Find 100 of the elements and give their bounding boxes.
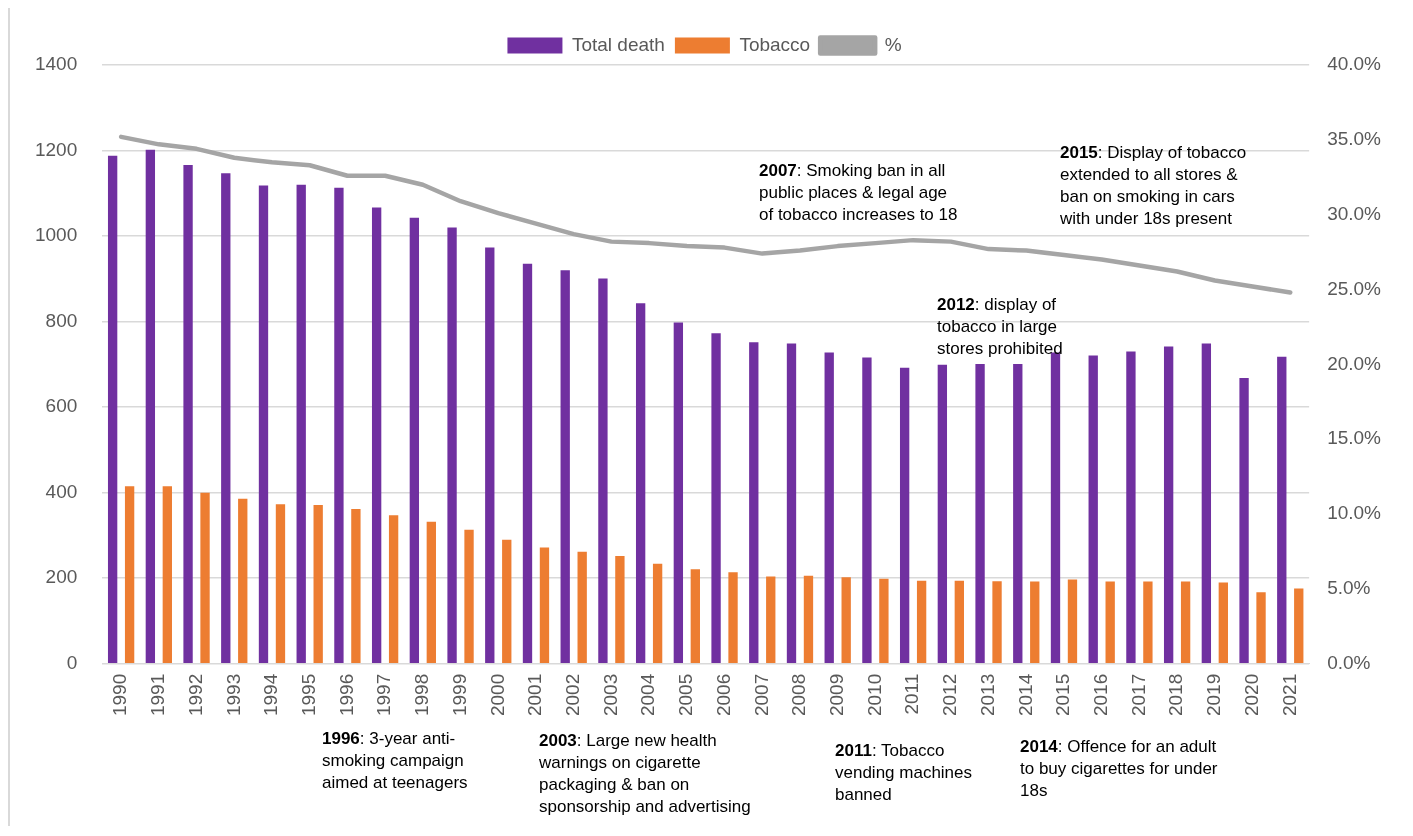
annotation: 2007: Smoking ban in all public places & legal age of tobacco increases to 18: [759, 161, 958, 224]
y-tick-label: 400: [45, 480, 78, 502]
bar: [766, 576, 776, 663]
bar: [1218, 582, 1228, 663]
bar: [502, 539, 512, 663]
bar: [1143, 581, 1153, 663]
x-tick-label: 1992: [184, 673, 206, 717]
y2-tick-label: 25.0%: [1327, 277, 1382, 299]
bar: [296, 184, 306, 663]
y2-tick-label: 5.0%: [1327, 577, 1371, 599]
text: 2003: Large new health warnings on cigarette packaging & ban on sponsorship and advertising: [539, 731, 751, 816]
bar: [351, 508, 361, 663]
bar: [598, 278, 608, 663]
y2-tick-label: 0.0%: [1327, 651, 1371, 673]
x-tick-label: 2011: [901, 673, 923, 715]
annotation: 2012: display of tobacco in large stores prohibited: [937, 295, 1063, 358]
bar: [560, 270, 570, 663]
bar: [673, 322, 684, 663]
bar: [975, 363, 985, 663]
x-tick-label: 2012: [939, 673, 961, 717]
y2-tick-label: 30.0%: [1327, 202, 1382, 224]
x-tick-label: 1999: [448, 673, 470, 717]
annotation: 2015: Display of tobacco extended to all stores & ban on smoking in cars with under 18s present: [1060, 143, 1247, 228]
bar: [388, 515, 399, 663]
bar: [1105, 581, 1115, 663]
bar: [824, 352, 834, 663]
x-tick-label: 2013: [976, 673, 998, 717]
x-tick-label: 1990: [109, 673, 131, 717]
bar: [334, 187, 344, 663]
bar: [749, 342, 759, 663]
bar: [879, 578, 889, 663]
bar: [313, 505, 323, 663]
x-tick-label: 2021: [1278, 673, 1300, 717]
bar: [711, 333, 721, 663]
x-tick-label: 2003: [599, 673, 621, 717]
x-tick-label: 2019: [1203, 673, 1225, 717]
bar: [1088, 355, 1098, 663]
bar: [862, 357, 872, 663]
bar: [992, 581, 1002, 663]
bar: [1239, 378, 1249, 663]
bar: [183, 165, 193, 663]
bar: [447, 227, 457, 663]
bar: [1201, 343, 1212, 663]
y-tick-label: 200: [45, 566, 78, 588]
x-tick-label: 1991: [147, 673, 169, 717]
y-tick-label: 1200: [34, 138, 78, 160]
x-tick-label: 2020: [1240, 673, 1262, 717]
x-tick-label: 1993: [222, 673, 244, 717]
bar: [426, 521, 436, 663]
bar: [916, 580, 927, 663]
x-tick-label: 2017: [1127, 673, 1149, 717]
legend-label: Total death: [571, 33, 665, 55]
bar: [803, 575, 814, 663]
bar: [652, 563, 663, 663]
bar: [615, 555, 625, 663]
bar: [690, 569, 700, 663]
bar: [577, 551, 587, 663]
x-tick-label: 2007: [750, 673, 772, 717]
bar: [1163, 346, 1174, 663]
x-tick-label: 2001: [524, 673, 546, 717]
x-tick-label: 2010: [863, 673, 885, 717]
x-tick-label: 2002: [561, 673, 583, 717]
text: 2014: Offence for an adult to buy cigarettes for under 18s: [1020, 737, 1218, 800]
x-tick-label: 2016: [1089, 673, 1111, 717]
bar: [841, 577, 851, 663]
y-tick-label: 800: [45, 309, 78, 331]
bar: [1277, 356, 1287, 663]
bar: [107, 155, 118, 663]
bar: [1180, 581, 1191, 663]
bar: [221, 173, 231, 663]
bar: [1013, 363, 1023, 663]
x-tick-label: 1995: [297, 673, 319, 717]
x-tick-label: 1997: [373, 673, 395, 717]
y2-tick-label: 10.0%: [1327, 502, 1382, 524]
x-tick-label: 1994: [260, 673, 282, 717]
text: 1996: 3-year anti-smoking campaign aimed at teenagers: [322, 729, 468, 792]
x-tick-label: 2004: [637, 673, 659, 717]
legend-label: %: [884, 33, 902, 55]
bar: [145, 149, 156, 663]
bar: [464, 529, 474, 663]
bar: [539, 547, 550, 663]
x-tick-label: 2014: [1014, 673, 1036, 717]
x-tick-label: 2018: [1165, 673, 1187, 717]
x-tick-label: 2006: [712, 673, 734, 717]
y2-tick-label: 20.0%: [1327, 352, 1382, 374]
y-tick-label: 0: [66, 651, 78, 673]
bar: [258, 185, 269, 663]
x-tick-label: 1996: [335, 673, 357, 717]
bar: [124, 486, 135, 663]
bar: [937, 364, 948, 663]
bar: [1126, 351, 1136, 663]
y-tick-label: 1000: [34, 224, 78, 246]
bar: [899, 367, 910, 663]
bar: [1067, 579, 1078, 663]
bar: [409, 217, 420, 663]
bar: [728, 572, 738, 663]
x-tick-label: 2015: [1052, 673, 1074, 717]
bar: [522, 263, 533, 663]
bar: [786, 343, 797, 663]
x-tick-label: 2005: [675, 673, 697, 717]
